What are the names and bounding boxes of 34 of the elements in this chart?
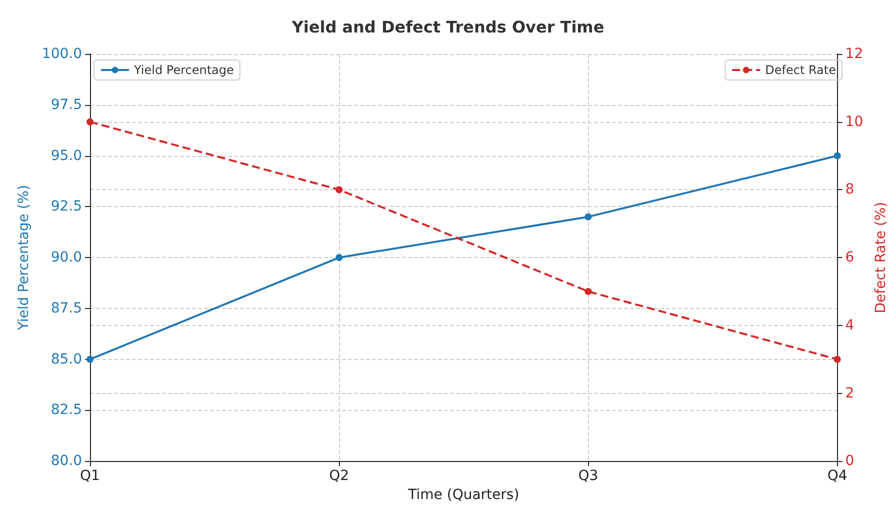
point [584, 288, 592, 295]
point [86, 356, 94, 363]
x-tick-label: Q3 [578, 468, 598, 484]
y-tick-label: 80.0 [50, 453, 82, 470]
chart-title: Yield and Defect Trends Over Time [290, 18, 604, 36]
legend-label: Defect Rate [765, 63, 836, 77]
y-tick-label: 90.0 [50, 250, 82, 266]
point [336, 186, 343, 194]
x-tick-label: Q2 [329, 468, 350, 484]
y-tick-label: 92.5 [50, 198, 82, 215]
y-tick-label: 82.5 [50, 402, 82, 418]
x-tick-label: Q1 [80, 468, 100, 484]
point [584, 213, 592, 220]
y-tick-label: 87.5 [50, 300, 82, 316]
y2-tick-label: 12 [845, 46, 864, 62]
y-tick-label: 85.0 [50, 351, 82, 368]
y2-tick-label: 4 [845, 317, 854, 334]
point [834, 356, 841, 363]
point [336, 254, 343, 262]
x-tick-label: Q4 [827, 468, 848, 484]
y2-tick-label: 0 [845, 453, 854, 470]
point [86, 118, 94, 126]
y-tick-label: 100.0 [42, 46, 82, 62]
y2-axis-title: Defect Rate (%) [873, 202, 889, 314]
y2-tick-label: 2 [845, 385, 854, 402]
y-tick-label: 95.0 [50, 148, 82, 164]
y-tick-label: 97.5 [50, 96, 82, 113]
y2-tick-label: 6 [845, 250, 854, 266]
point [834, 152, 841, 160]
y2-tick-label: 10 [845, 114, 864, 130]
x-axis-title: Time (Quarters) [407, 487, 520, 503]
y2-tick-label: 8 [845, 182, 854, 198]
legend-label: Yield Percentage [133, 63, 234, 77]
y-axis-title: Yield Percentage (%) [16, 184, 32, 332]
